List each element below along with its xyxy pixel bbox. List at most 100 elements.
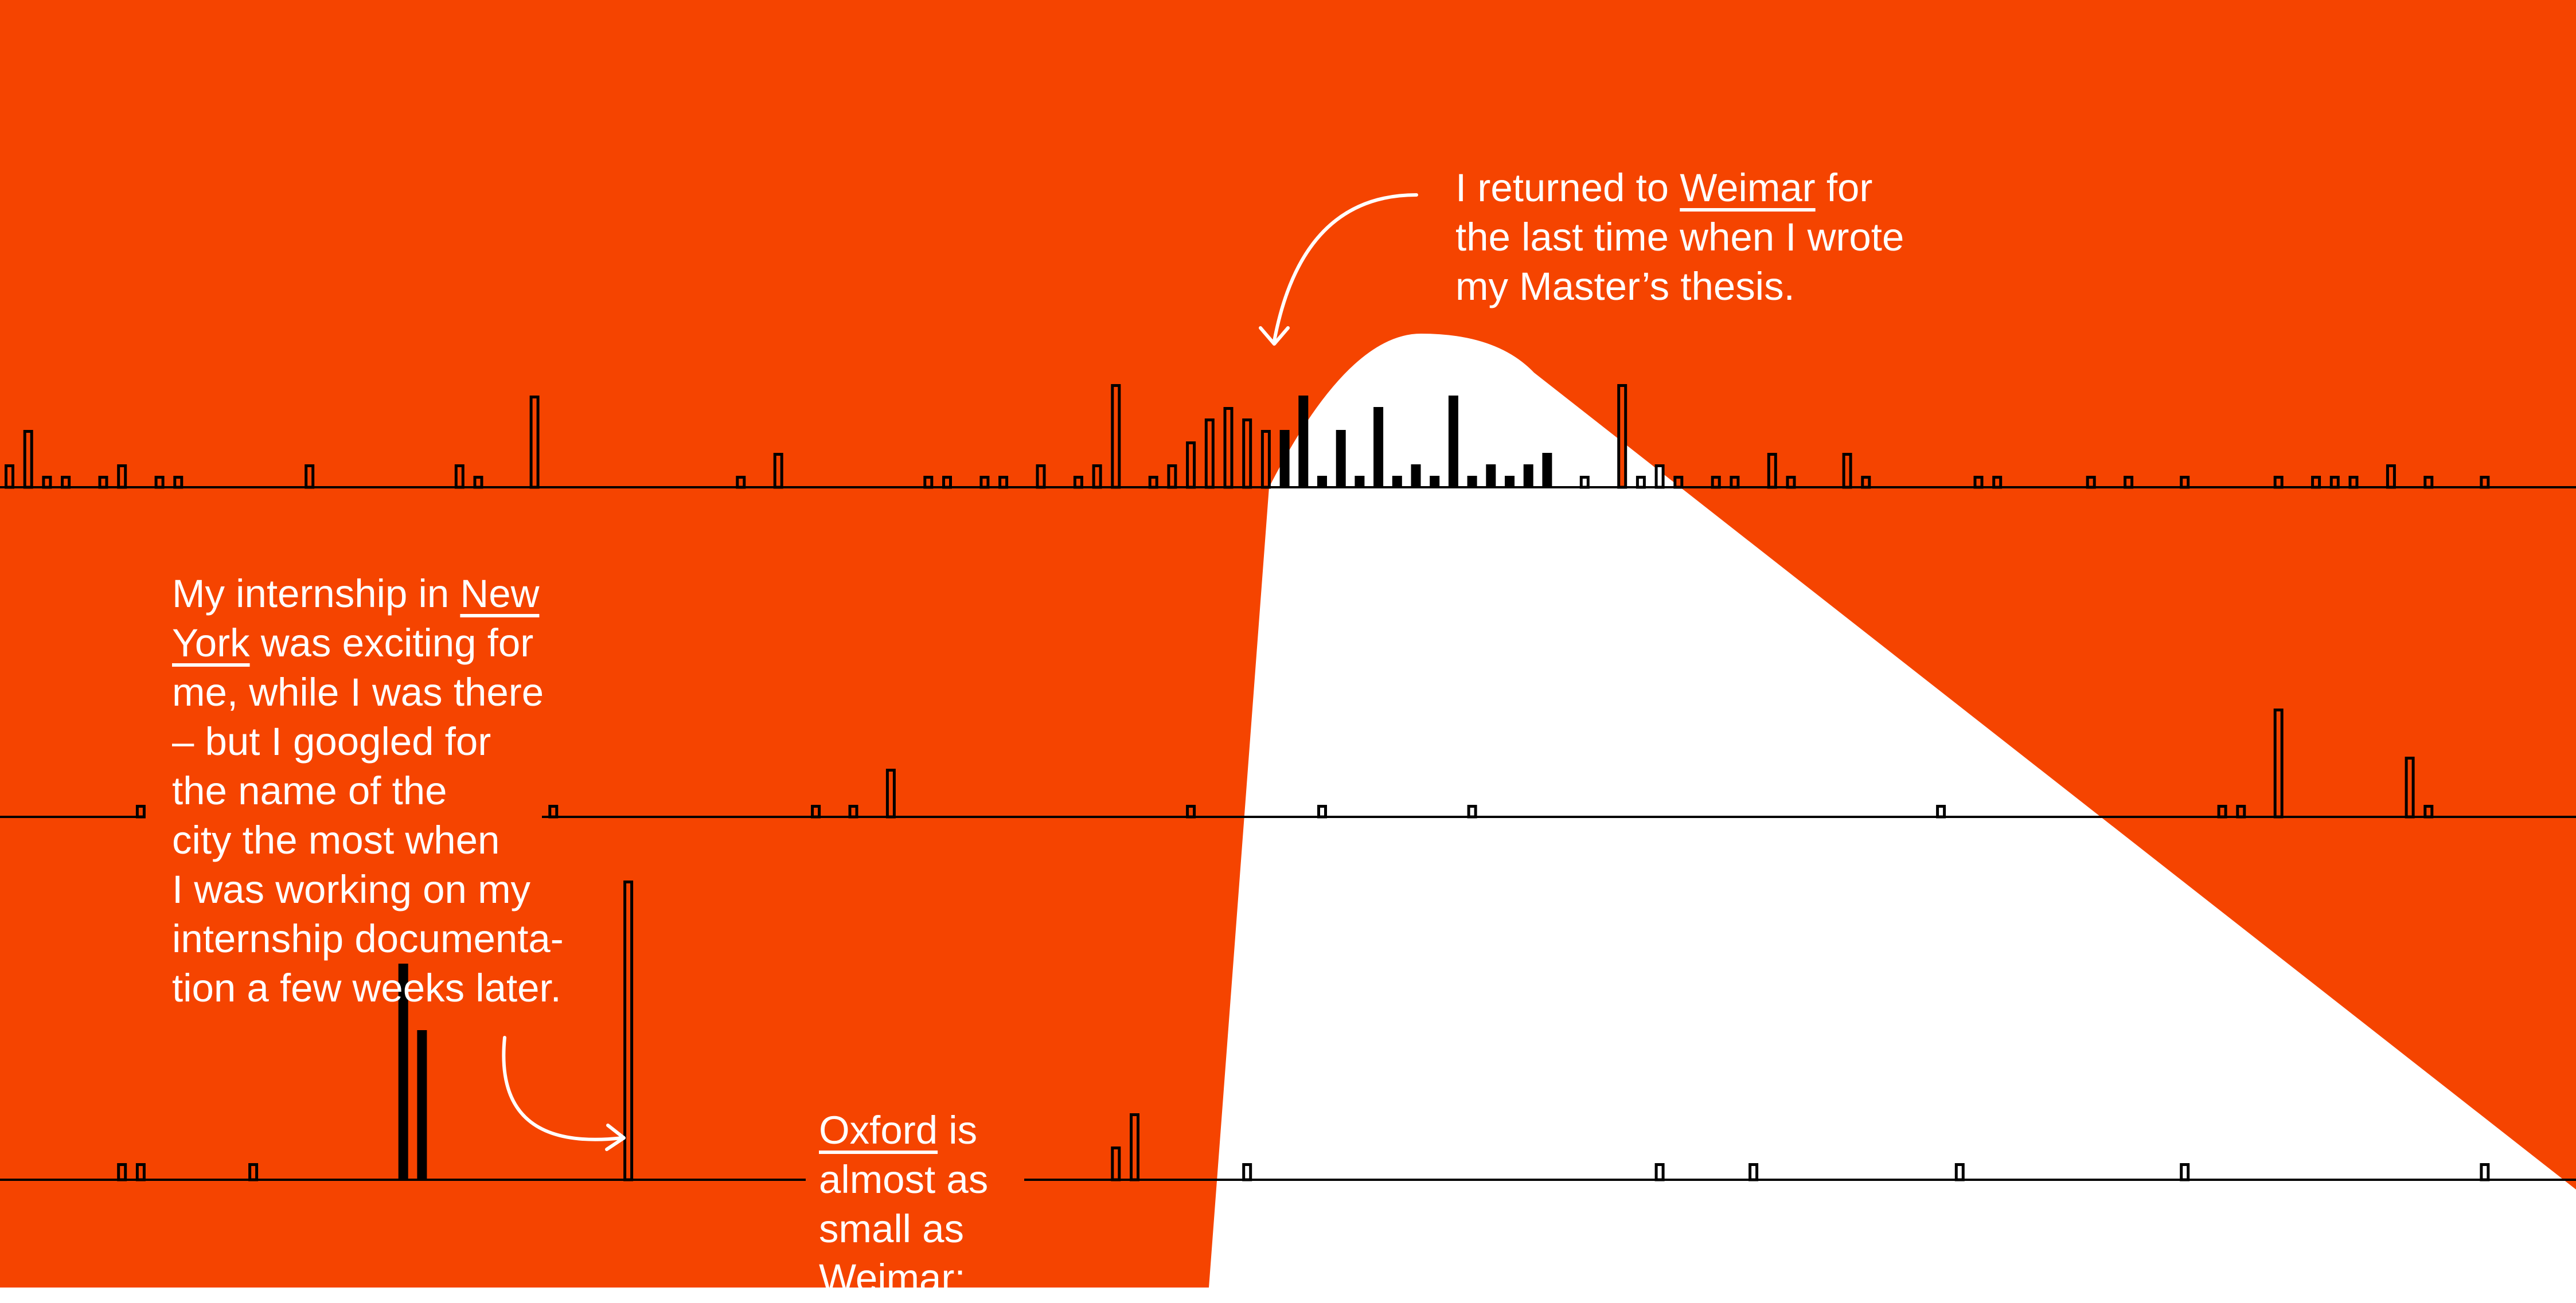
search-bar <box>979 476 990 489</box>
search-bar <box>1748 1163 1759 1181</box>
new-york-note: My internship in New York was exciting fo… <box>172 569 564 1013</box>
search-bar <box>61 476 71 489</box>
search-bar <box>2311 476 2321 489</box>
note-line: internship documenta- <box>172 914 564 964</box>
search-bar <box>1130 1113 1139 1181</box>
search-bar <box>117 464 127 489</box>
search-bar <box>1486 464 1496 487</box>
search-bar <box>5 464 14 489</box>
search-bar <box>923 476 934 489</box>
search-bar <box>248 1163 259 1181</box>
note-text: I returned to <box>1455 166 1680 210</box>
search-bar <box>548 805 559 819</box>
search-bar <box>305 464 315 489</box>
note-text: internship documenta- <box>172 917 564 961</box>
search-bar <box>1673 476 1684 489</box>
search-bar <box>1430 476 1440 487</box>
city-name: New <box>460 572 540 616</box>
search-bar <box>1092 464 1102 489</box>
note-line: My internship in New <box>172 569 564 619</box>
note-line: I returned to Weimar for <box>1455 163 1904 213</box>
note-line: my Master’s thesis. <box>1455 262 1904 311</box>
search-bar <box>1523 464 1533 487</box>
search-bar <box>736 476 746 489</box>
timeline-row <box>0 709 2576 819</box>
search-bar <box>1242 1163 1252 1181</box>
search-bar <box>1579 476 1590 489</box>
city-name: Weimar <box>1680 166 1816 210</box>
search-bar <box>1936 805 1946 819</box>
search-bar <box>811 805 821 819</box>
note-text: almost as <box>819 1157 989 1202</box>
search-bar <box>2180 1163 2190 1181</box>
search-bar <box>1617 384 1627 489</box>
note-line: me, while I was there <box>172 668 564 717</box>
note-line: York was exciting for <box>172 619 564 668</box>
note-text: is <box>938 1108 978 1152</box>
search-bar <box>1073 476 1083 489</box>
search-bar <box>1036 464 1046 489</box>
search-bar <box>1654 1163 1665 1181</box>
search-bar <box>2386 464 2396 489</box>
search-bar <box>2329 476 2340 489</box>
search-bar <box>2348 476 2359 489</box>
search-bar <box>2124 476 2134 489</box>
note-text: the name of the <box>172 769 447 813</box>
search-bar <box>1992 476 2003 489</box>
search-bar <box>135 1163 146 1181</box>
search-bar <box>42 476 52 489</box>
search-bar <box>1711 476 1721 489</box>
note-line: small as <box>819 1204 988 1254</box>
search-bar <box>473 476 483 489</box>
city-name: York <box>172 621 250 665</box>
search-bar <box>1279 430 1290 487</box>
search-bar <box>623 881 634 1181</box>
note-line: the name of the <box>172 766 564 816</box>
search-bar <box>1204 418 1215 489</box>
note-text: tion a few weeks later. <box>172 966 561 1010</box>
search-bar <box>1148 476 1158 489</box>
search-bar <box>1505 476 1515 487</box>
note-text: my Master’s thesis. <box>1455 264 1795 308</box>
search-bar <box>2423 476 2434 489</box>
search-bar <box>1298 396 1309 487</box>
search-bar <box>2236 805 2246 819</box>
note-text: was exciting for <box>249 621 534 665</box>
search-bar <box>529 396 540 489</box>
search-bar <box>135 805 146 819</box>
oxford-note: Oxford is almost as small as Weimar; <box>819 1106 988 1303</box>
note-line: tion a few weeks later. <box>172 964 564 1013</box>
search-bar <box>417 1030 427 1180</box>
search-bar <box>848 805 858 819</box>
spotlight-beam <box>1209 334 2576 1288</box>
note-text: city the most when <box>172 818 500 862</box>
timeline-row <box>0 881 2576 1181</box>
search-bar <box>1448 396 1458 487</box>
search-bar <box>2480 1163 2490 1181</box>
search-bar <box>885 769 896 819</box>
note-text: the last time when I wrote <box>1455 215 1904 259</box>
search-bar <box>1223 407 1234 489</box>
timeline-row <box>0 384 2576 489</box>
search-bar <box>398 964 408 1180</box>
search-bar <box>773 453 783 489</box>
search-bar <box>1186 441 1196 489</box>
note-text: – but I googled for <box>172 719 491 764</box>
search-bar <box>1167 464 1177 489</box>
search-bar <box>454 464 465 489</box>
note-text: I was working on my <box>172 867 531 911</box>
search-bar <box>1260 430 1271 489</box>
search-bar <box>23 430 33 489</box>
search-bar <box>2405 757 2415 819</box>
search-bar <box>1336 430 1346 487</box>
note-line: the last time when I wrote <box>1455 213 1904 262</box>
city-name: Oxford <box>819 1108 938 1152</box>
search-bar <box>154 476 165 489</box>
search-bar <box>173 476 184 489</box>
search-bar <box>2273 476 2284 489</box>
note-text: Weimar; <box>819 1256 966 1300</box>
weimar-note: I returned to Weimar for the last time wh… <box>1455 163 1904 311</box>
search-bar <box>2217 805 2227 819</box>
note-text: My internship in <box>172 572 460 616</box>
